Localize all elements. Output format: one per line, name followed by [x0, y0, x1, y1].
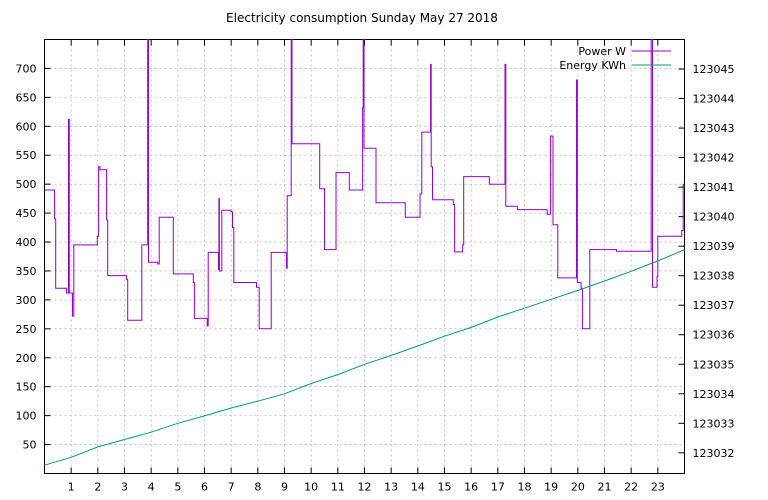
- y-left-tick-label: 650: [16, 91, 37, 104]
- x-tick-label: 17: [491, 481, 505, 494]
- x-tick-label: 6: [201, 481, 208, 494]
- x-tick-label: 3: [121, 481, 128, 494]
- y-left-tick-label: 200: [16, 352, 37, 365]
- series-line-power-w: [44, 39, 685, 330]
- legend-label: Power W: [578, 45, 626, 58]
- y-right-tick-label: 123037: [693, 299, 735, 312]
- series-line-energy-kwh: [44, 249, 685, 466]
- y-right-tick-label: 123038: [693, 270, 735, 283]
- y-right-tick-label: 123044: [693, 93, 735, 106]
- y-right-tick-label: 123043: [693, 122, 735, 135]
- x-tick-label: 7: [228, 481, 235, 494]
- y-left-tick-label: 300: [16, 294, 37, 307]
- x-tick-label: 12: [358, 481, 372, 494]
- y-left-tick-label: 350: [16, 265, 37, 278]
- y-left-tick-label: 550: [16, 149, 37, 162]
- y-right-tick-label: 123040: [693, 211, 735, 224]
- x-tick-label: 15: [438, 481, 452, 494]
- y-right-tick-label: 123036: [693, 329, 735, 342]
- x-tick-label: 13: [384, 481, 398, 494]
- y-left-tick-label: 400: [16, 236, 37, 249]
- x-tick-label: 5: [174, 481, 181, 494]
- y-left-tick-label: 150: [16, 381, 37, 394]
- x-tick-label: 2: [94, 481, 101, 494]
- y-left-tick-label: 500: [16, 178, 37, 191]
- series-layer: [44, 39, 685, 466]
- x-tick-label: 14: [411, 481, 425, 494]
- y-right-tick-label: 123045: [693, 63, 735, 76]
- x-tick-label: 23: [651, 481, 665, 494]
- y-left-tick-label: 600: [16, 120, 37, 133]
- axis-ticks: 1 2 3 4 5 6 7 8 9 10 11 12 13 14 15 16 17 18 19 20 21 22 23501…: [16, 39, 735, 494]
- y-right-tick-label: 123034: [693, 388, 735, 401]
- legend-label: Energy KWh: [559, 59, 626, 72]
- x-tick-label: 9: [281, 481, 288, 494]
- y-right-tick-label: 123041: [693, 181, 735, 194]
- y-right-tick-label: 123039: [693, 240, 735, 253]
- x-tick-label: 8: [254, 481, 261, 494]
- x-tick-label: 22: [624, 481, 638, 494]
- y-right-tick-label: 123035: [693, 358, 735, 371]
- x-tick-label: 19: [544, 481, 558, 494]
- x-tick-label: 21: [598, 481, 612, 494]
- x-tick-label: 1: [68, 481, 75, 494]
- x-tick-label: 18: [518, 481, 532, 494]
- y-left-tick-label: 100: [16, 410, 37, 423]
- x-tick-label: 11: [331, 481, 345, 494]
- x-tick-label: 20: [571, 481, 585, 494]
- y-left-tick-label: 450: [16, 207, 37, 220]
- chart-title: Electricity consumption Sunday May 27 20…: [226, 11, 498, 25]
- y-right-tick-label: 123032: [693, 447, 735, 460]
- y-left-tick-label: 700: [16, 62, 37, 75]
- y-left-tick-label: 50: [23, 439, 37, 452]
- x-tick-label: 16: [464, 481, 478, 494]
- y-right-tick-label: 123033: [693, 417, 735, 430]
- y-right-tick-label: 123042: [693, 152, 735, 165]
- y-left-tick-label: 250: [16, 323, 37, 336]
- x-tick-label: 4: [148, 481, 155, 494]
- x-tick-label: 10: [304, 481, 318, 494]
